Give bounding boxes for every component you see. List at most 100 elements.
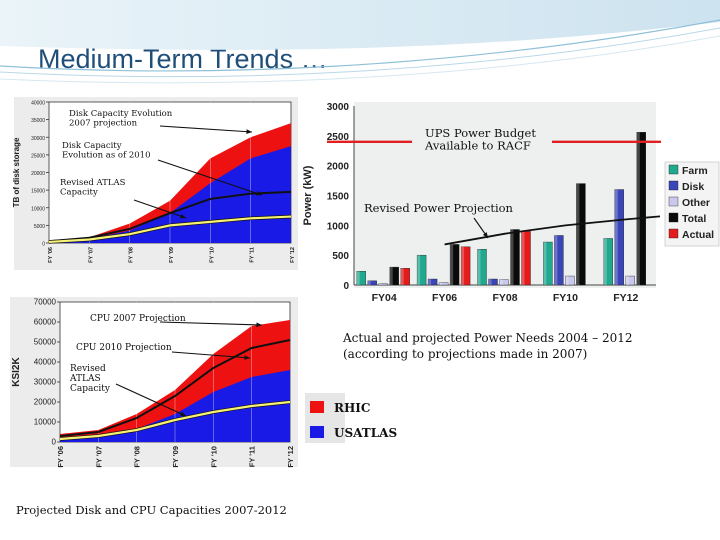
x-tick-label: FY '10 <box>209 446 218 468</box>
bar-highlight <box>625 276 629 285</box>
x-tick-label: FY10 <box>553 292 578 304</box>
arrow-cpu-2007 <box>159 321 263 326</box>
arrow-disk-revised <box>133 199 187 219</box>
arrow-revised-projection-head <box>482 232 488 238</box>
x-tick-label: FY '07 <box>94 446 103 468</box>
annotation-box <box>88 311 190 324</box>
bar-highlight <box>461 246 465 285</box>
bar-disk <box>367 280 377 286</box>
revised-capacity-line <box>59 400 291 441</box>
bar-total <box>510 229 520 286</box>
revised-projection-line <box>444 215 661 246</box>
y-axis-label: TB of disk storage <box>12 137 21 207</box>
legend-swatch-farm <box>668 164 679 175</box>
bar-farm <box>416 254 427 286</box>
y-tick-label: 20000 <box>31 171 45 177</box>
legend-label-disk: Disk <box>682 181 704 193</box>
arrow-cpu-2007-head <box>256 322 262 328</box>
y-tick-label: 0 <box>42 242 45 248</box>
y-tick-label: 30000 <box>34 378 57 387</box>
x-tick-label: FY '12 <box>290 247 296 263</box>
y-tick-label: 0 <box>343 281 349 292</box>
arrow-cpu-revised <box>115 383 187 417</box>
arrow-disk-2010 <box>157 159 263 196</box>
arrow-disk-2007-head <box>246 129 252 134</box>
bar-highlight <box>439 282 443 285</box>
y-tick-label: 15000 <box>31 189 45 195</box>
annotation-disk-2010: Disk Capacity Evolution as of 2010 <box>62 141 150 161</box>
y-tick-label: 40000 <box>34 358 57 367</box>
y-tick-label: 0 <box>52 438 57 447</box>
y-tick-label: 60000 <box>34 318 57 327</box>
bar-disk <box>614 189 624 286</box>
bar-total <box>449 244 460 286</box>
bar-highlight <box>603 238 607 285</box>
arrow-cpu-2010 <box>171 351 251 359</box>
annotation-cpu-2007: CPU 2007 Projection <box>90 314 186 324</box>
bar-highlight <box>521 231 525 285</box>
legend-swatch-other <box>668 196 679 207</box>
bar-highlight <box>576 183 580 285</box>
arrow-disk-2010-head <box>256 191 262 196</box>
bar-total <box>576 183 586 286</box>
header-swoosh <box>0 0 720 84</box>
x-tick-label: FY '07 <box>88 247 94 263</box>
bar-highlight <box>428 279 432 285</box>
x-tick-label: FY '09 <box>169 247 175 263</box>
y-tick-label: 3000 <box>327 102 350 113</box>
legend-swatch-disk <box>668 180 679 191</box>
left-caption: Projected Disk and CPU Capacities 2007-2… <box>16 503 287 517</box>
disk-chart: 0 5000 10000 15000 20000 25000 30000 35000 40000… <box>12 101 296 263</box>
bar-disk <box>488 278 498 286</box>
bar-highlight <box>477 249 481 285</box>
arrow-disk-revised-head <box>180 213 186 219</box>
y-tick-label: 10000 <box>34 418 57 427</box>
bar-other <box>499 279 509 286</box>
ups-budget-label: UPS Power Budget Available to RACF <box>424 126 536 153</box>
x-tick-label: FY '10 <box>209 247 215 263</box>
bar-farm <box>477 248 487 286</box>
bar-farm <box>356 271 366 286</box>
bar-total <box>389 266 399 286</box>
bar-highlight <box>488 279 492 285</box>
annotation-disk-2007: Disk Capacity Evolution 2007 projection <box>69 109 173 129</box>
legend-label-other: Other <box>682 197 710 209</box>
power-chart: 0 500 1000 1500 2000 2500 3000 Power (kW) FY04 FY… <box>302 102 720 304</box>
bar-disk <box>427 278 438 286</box>
bar-actual <box>460 246 471 286</box>
x-tick-label: FY '09 <box>171 446 180 468</box>
arrow-cpu-revised-head <box>180 411 186 416</box>
annotation-cpu-2010: CPU 2010 Projection <box>76 343 172 353</box>
usatlas-area <box>60 370 290 442</box>
y-tick-label: 2500 <box>327 132 350 143</box>
right-caption: Actual and projected Power Needs 2004 – … <box>343 331 633 362</box>
y-tick-label: 1500 <box>327 192 350 203</box>
y-tick-label: 500 <box>332 251 349 262</box>
bar-other <box>625 275 635 286</box>
x-tick-label: FY '06 <box>48 247 54 263</box>
legend-swatch-usatlas <box>310 426 324 438</box>
y-tick-label: 25000 <box>31 153 45 159</box>
y-tick-label: 30000 <box>31 136 45 142</box>
legend-label-farm: Farm <box>682 165 708 177</box>
bar-highlight <box>367 280 371 285</box>
bar-highlight <box>389 267 393 285</box>
y-tick-label: 5000 <box>34 224 45 230</box>
arrow-disk-2007 <box>159 125 253 133</box>
x-tick-label: FY08 <box>492 292 517 304</box>
revised-projection-label: Revised Power Projection <box>364 201 514 215</box>
y-tick-label: 40000 <box>31 101 45 107</box>
y-tick-label: 1000 <box>327 221 350 232</box>
cpu-legend: RHIC USATLAS <box>310 401 397 440</box>
arrow-cpu-2010-head <box>244 355 250 360</box>
legend-label-total: Total <box>682 213 706 225</box>
y-tick-label: 50000 <box>34 338 57 347</box>
x-tick-label: FY06 <box>432 292 457 304</box>
legend-swatch-rhic <box>310 401 324 413</box>
bar-highlight <box>356 271 360 285</box>
bar-other <box>378 283 388 286</box>
x-tick-label: FY '08 <box>129 247 135 263</box>
y-tick-label: 35000 <box>31 118 45 124</box>
bar-highlight <box>554 235 558 285</box>
